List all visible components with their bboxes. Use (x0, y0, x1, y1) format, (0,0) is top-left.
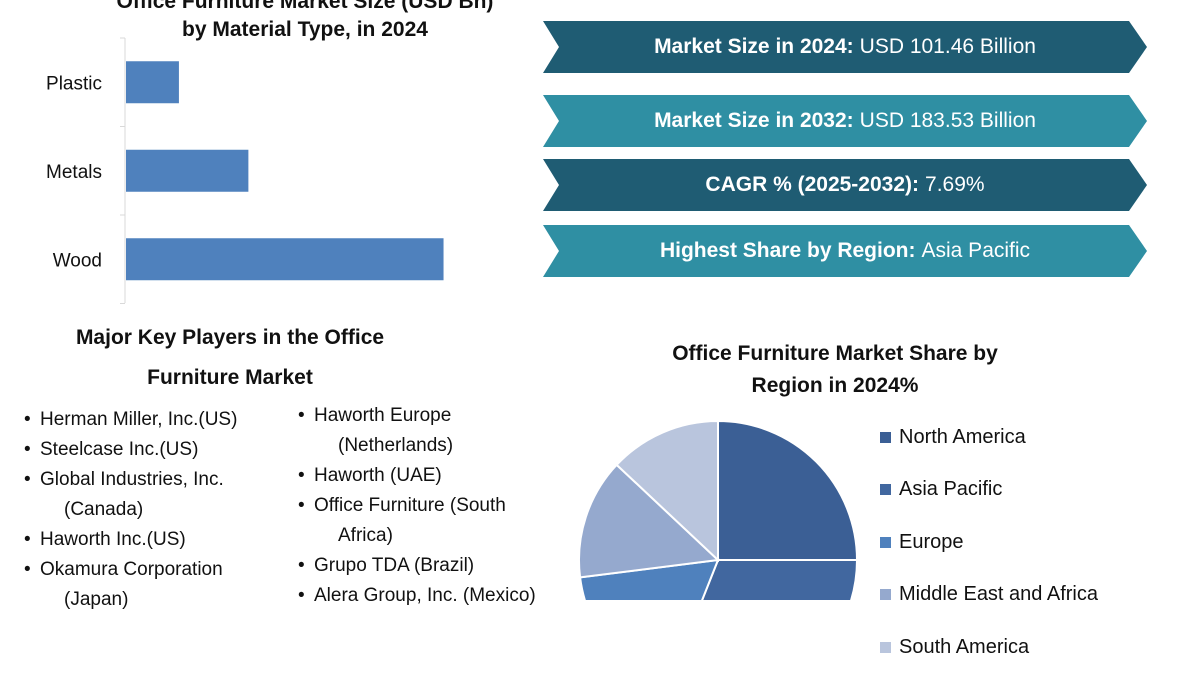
banner-label: CAGR % (2025-2032): (705, 173, 920, 196)
key-players-title-line1: Major Key Players in the Office (75, 326, 385, 349)
banner-value: USD 101.46 Billion (859, 35, 1036, 58)
key-player-item: Grupo TDA (Brazil) (298, 551, 568, 581)
legend-swatch (880, 589, 891, 600)
key-player-item: Global Industries, Inc. (Canada) (24, 465, 274, 525)
key-player-item: Herman Miller, Inc.(US) (24, 405, 274, 435)
bar-plastic (126, 61, 179, 104)
key-player-name-cont: Africa) (338, 525, 393, 546)
pie-chart-title-line1: Office Furniture Market Share by (672, 342, 998, 365)
bar-chart-title: Office Furniture Market Size (USD Bn) by… (60, 0, 550, 44)
key-players-title: Major Key Players in the Office Furnitur… (30, 318, 430, 398)
key-players-list-right: Haworth Europe (Netherlands) Haworth (UAE… (298, 401, 568, 611)
key-player-item: Alera Group, Inc. (Mexico) (298, 581, 568, 611)
key-player-name-cont: (Japan) (64, 589, 129, 610)
pie-slice-south-america (615, 419, 719, 563)
bar-category-label: Metals (46, 162, 102, 183)
pie-slice-asia-pacific (701, 559, 859, 600)
banner-value: 7.69% (925, 173, 985, 196)
banner-label: Highest Share by Region: (659, 239, 916, 262)
bar-chart: Plastic Metals Wood (46, 37, 444, 304)
key-player-item: Okamura Corporation (Japan) (24, 555, 274, 615)
legend-item: Asia Pacific (880, 477, 1098, 503)
key-player-item: Office Furniture (South Africa) (298, 491, 568, 551)
legend-swatch (880, 641, 891, 653)
pie-chart-title: Office Furniture Market Share by Region … (605, 338, 1065, 402)
pie-chart-title-line2: Region in 2024% (751, 374, 919, 397)
pie-legend: North America Asia Pacific Europe Middle Ea… (880, 424, 1098, 687)
key-player-name: Office Furniture (South (314, 495, 506, 516)
legend-item: South America (880, 634, 1098, 660)
key-player-name: Haworth Europe (314, 405, 452, 426)
banner-market-size-2024: Market Size in 2024: USD 101.46 Billion (543, 21, 1147, 73)
banner-cagr: CAGR % (2025-2032): 7.69% (543, 159, 1147, 211)
legend-swatch (880, 536, 891, 548)
key-player-name: Global Industries, Inc. (40, 469, 224, 490)
banner-value: Asia Pacific (921, 239, 1031, 262)
bar-metals (126, 149, 249, 192)
banner-arrow-shape (543, 225, 1147, 277)
banner-value: USD 183.53 Billion (859, 109, 1036, 132)
key-player-name: Steelcase Inc.(US) (40, 439, 199, 460)
legend-item: Europe (880, 529, 1098, 555)
key-player-name: Herman Miller, Inc.(US) (40, 409, 238, 430)
banner-market-size-2032: Market Size in 2032: USD 183.53 Billion (543, 95, 1147, 147)
bar-chart-title-line2: by Material Type, in 2024 (182, 18, 428, 41)
key-players-title-line2: Furniture Market (147, 366, 313, 389)
legend-label: Europe (899, 530, 964, 553)
key-player-name: Haworth Inc.(US) (40, 529, 186, 550)
key-players-list-left: Herman Miller, Inc.(US) Steelcase Inc.(U… (24, 405, 274, 615)
key-player-name: Haworth (UAE) (314, 465, 442, 486)
pie-slice-europe (578, 558, 720, 600)
key-player-item: Haworth Inc.(US) (24, 525, 274, 555)
pie-slice-middle-east-and-africa (578, 463, 721, 579)
legend-swatch (880, 431, 891, 443)
legend-swatch (880, 484, 891, 495)
key-player-item: Steelcase Inc.(US) (24, 435, 274, 465)
pie-chart (578, 419, 859, 600)
banner-arrow-shape (543, 159, 1147, 211)
banner-label: Market Size in 2032: (654, 109, 854, 132)
bar-category-label: Plastic (46, 73, 102, 94)
key-player-name-cont: (Netherlands) (338, 435, 454, 456)
key-player-name: Grupo TDA (Brazil) (314, 555, 475, 576)
pie-slice-north-america (717, 419, 859, 561)
bar-wood (126, 238, 444, 281)
banner-label: Market Size in 2024: (654, 35, 854, 58)
bar-chart-title-line1: Office Furniture Market Size (USD Bn) (116, 0, 494, 13)
legend-item: North America (880, 424, 1098, 450)
key-player-item: Haworth Europe (Netherlands) (298, 401, 568, 461)
banner-arrow-shape (543, 95, 1147, 147)
legend-item: Middle East and Africa (880, 582, 1098, 608)
legend-label: North America (899, 425, 1026, 448)
legend-label: South America (899, 635, 1030, 658)
legend-label: Asia Pacific (899, 478, 1003, 500)
bar-category-label: Wood (53, 250, 102, 271)
key-player-name: Okamura Corporation (40, 559, 223, 580)
legend-label: Middle East and Africa (899, 583, 1098, 605)
banner-arrow-shape (543, 21, 1147, 73)
key-player-item: Haworth (UAE) (298, 461, 568, 491)
key-player-name: Alera Group, Inc. (Mexico) (314, 585, 536, 606)
banner-highest-share-region: Highest Share by Region: Asia Pacific (543, 225, 1147, 277)
key-player-name-cont: (Canada) (64, 499, 144, 520)
